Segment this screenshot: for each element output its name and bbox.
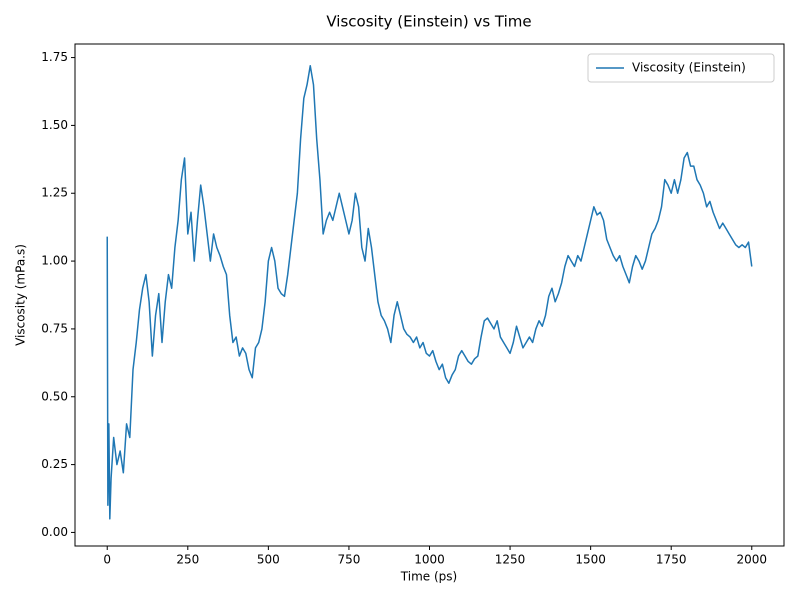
x-tick-label: 2000 — [736, 553, 767, 567]
legend-box — [587, 53, 775, 83]
x-tick-label: 250 — [176, 553, 199, 567]
x-tick-label: 750 — [337, 553, 360, 567]
y-tick-label: 0.50 — [41, 389, 68, 403]
x-tick-label: 500 — [257, 553, 280, 567]
plot-frame — [74, 43, 785, 547]
x-tick-label: 0 — [103, 553, 111, 567]
y-tick-label: 1.00 — [41, 254, 68, 268]
legend: Viscosity (Einstein) — [587, 53, 775, 83]
data-line — [106, 64, 753, 520]
x-tick-label: 1000 — [414, 553, 445, 567]
x-tick-label: 1750 — [656, 553, 687, 567]
y-tick-label: 0.25 — [41, 457, 68, 471]
y-tick-label: 1.25 — [41, 186, 68, 200]
y-tick-label: 0.75 — [41, 321, 68, 335]
x-axis-label: Time (ps) — [400, 570, 457, 584]
y-tick-label: 0.00 — [41, 525, 68, 539]
legend-label: Viscosity (Einstein) — [632, 61, 746, 75]
y-axis-label: Viscosity (mPa.s) — [14, 244, 28, 346]
x-tick-label: 1250 — [495, 553, 526, 567]
chart-title: Viscosity (Einstein) vs Time — [326, 13, 531, 31]
y-tick-label: 1.75 — [41, 50, 68, 64]
y-tick-label: 1.50 — [41, 118, 68, 132]
x-tick-label: 1500 — [575, 553, 606, 567]
